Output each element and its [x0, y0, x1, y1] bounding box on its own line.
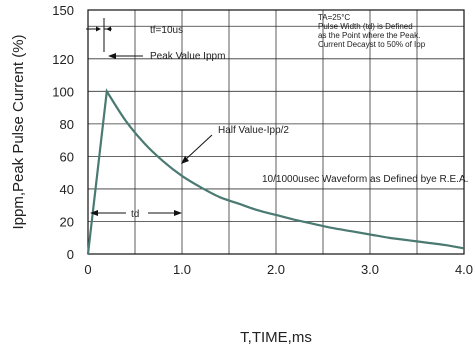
half-arrow-line	[184, 134, 213, 161]
y-tick-label: 40	[60, 182, 74, 197]
y-tick-label: 120	[52, 52, 74, 67]
half-value-label: Half Value-Ipp/2	[218, 125, 289, 136]
y-tick-label: 0	[67, 247, 74, 262]
td-arrowhead-right	[174, 210, 182, 216]
y-tick-label: 20	[60, 214, 74, 229]
tf-arrowhead-right	[106, 26, 111, 32]
x-tick-label: 1.0	[173, 262, 191, 277]
tf-arrowhead-left	[96, 26, 101, 32]
note-line-2: Pulse Width (td) is Defined	[318, 22, 413, 31]
note-line-3: as the Point where the Peak.	[318, 31, 420, 40]
grid	[88, 10, 464, 254]
x-tick-label: 3.0	[361, 262, 379, 277]
tf-label: tf=10us	[150, 25, 183, 36]
peak-label: Peak Value Ippm	[150, 51, 225, 62]
td-arrowhead-left	[90, 210, 98, 216]
y-tick-label: 80	[60, 117, 74, 132]
note-line-4: Current Decayst to 50% of Ipp	[318, 40, 426, 49]
y-tick-label: 100	[52, 84, 74, 99]
y-tick-label: 150	[52, 3, 74, 18]
y-axis-title: Ippm,Peak Pulse Current (%)	[10, 34, 27, 229]
x-axis-title: T,TIME,ms	[240, 329, 312, 346]
waveform-label: 10/1000usec Waveform as Defined bye R.E.…	[262, 174, 468, 185]
plot-frame	[87, 9, 465, 255]
note-line-1: TA=25°C	[318, 13, 350, 22]
peak-arrowhead	[108, 53, 116, 59]
tick-labels: 0 1.0 2.0 3.0 4.0 0 20 40 60 80 100 120 150	[52, 3, 473, 277]
x-tick-label: 4.0	[455, 262, 473, 277]
y-tick-label: 60	[60, 149, 74, 164]
td-label: td	[131, 209, 139, 220]
x-tick-label: 0	[84, 262, 91, 277]
half-arrowhead	[181, 156, 189, 164]
series-line	[86, 88, 465, 255]
x-tick-label: 2.0	[267, 262, 285, 277]
